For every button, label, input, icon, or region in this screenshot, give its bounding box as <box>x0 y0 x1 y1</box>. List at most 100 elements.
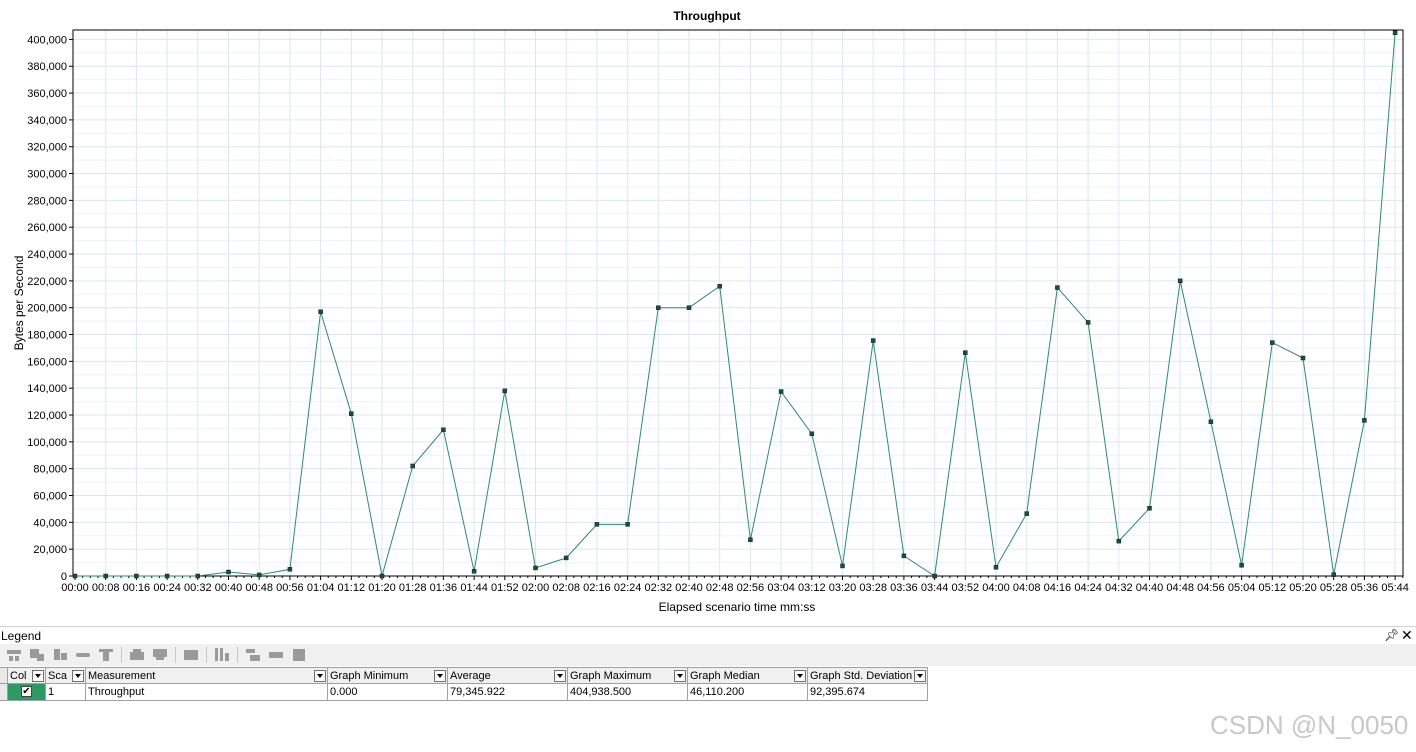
x-axis-label: Elapsed scenario time mm:ss <box>659 600 816 614</box>
x-tick-label: 04:00 <box>982 582 1010 594</box>
chevron-down-icon[interactable] <box>72 670 84 682</box>
x-tick-label: 00:48 <box>245 582 273 594</box>
y-tick-label: 280,000 <box>27 195 67 207</box>
pin-icon[interactable]: 📌︎ <box>1384 628 1400 642</box>
legend-title: Legend <box>1 629 42 643</box>
y-tick-label: 160,000 <box>27 356 67 368</box>
column-header-color[interactable]: Col <box>8 667 46 684</box>
throughput-chart: Throughput 0 20,000 40,000 60,000 80,000 100,… <box>12 9 1409 614</box>
chevron-down-icon[interactable] <box>914 670 926 682</box>
legend-toolbar <box>0 644 1416 666</box>
x-tick-label: 04:08 <box>1013 582 1041 594</box>
filter-icon[interactable] <box>98 647 115 662</box>
data-point <box>72 573 78 579</box>
column-header-scale[interactable]: Sca <box>46 667 86 684</box>
data-point <box>932 573 937 579</box>
expand-icon[interactable] <box>245 647 262 662</box>
x-tick-label: 00:56 <box>276 582 304 594</box>
visibility-checkbox[interactable]: ✔ <box>21 686 32 697</box>
column-header-graph-std-deviation[interactable]: Graph Std. Deviation <box>808 667 928 684</box>
chevron-down-icon[interactable] <box>554 670 566 682</box>
legend-titlebar: Legend 📌︎ ✕ <box>0 626 1416 644</box>
data-point <box>164 573 170 579</box>
column-header-measurement[interactable]: Measurement <box>86 667 328 684</box>
data-point <box>563 555 569 561</box>
data-point <box>717 283 722 289</box>
x-tick-label: 01:28 <box>399 582 427 594</box>
graph-maximum-cell: 404,938.500 <box>568 684 688 701</box>
chevron-down-icon[interactable] <box>794 670 806 682</box>
configure-icon[interactable] <box>183 647 200 662</box>
x-tick-label: 05:28 <box>1320 582 1348 594</box>
x-tick-label: 01:12 <box>338 582 366 594</box>
chevron-down-icon[interactable] <box>434 670 446 682</box>
x-tick-label: 05:36 <box>1351 582 1379 594</box>
measurement-cell: Throughput <box>86 684 328 701</box>
row-header-cell[interactable] <box>0 667 8 684</box>
series-throughput <box>72 30 1398 579</box>
x-tick-label: 02:32 <box>645 582 673 594</box>
x-tick-label: 02:56 <box>737 582 765 594</box>
columns-icon[interactable] <box>214 647 231 662</box>
show-only-selected-icon[interactable] <box>6 647 23 662</box>
x-tick-label: 03:12 <box>798 582 826 594</box>
x-tick-label: 03:28 <box>859 582 887 594</box>
x-tick-label: 00:40 <box>215 582 243 594</box>
x-tick-label: 04:48 <box>1166 582 1194 594</box>
data-point <box>1085 320 1091 325</box>
x-tick-label: 02:40 <box>675 582 703 594</box>
y-axis: 0 20,000 40,000 60,000 80,000 100,000 120,000 1… <box>27 34 73 583</box>
x-tick-label: 00:24 <box>153 582 181 594</box>
close-icon[interactable]: ✕ <box>1401 627 1413 643</box>
x-tick-label: 01:52 <box>491 582 519 594</box>
column-header-graph-minimum[interactable]: Graph Minimum <box>328 667 448 684</box>
y-tick-label: 340,000 <box>27 115 67 127</box>
y-tick-label: 200,000 <box>27 303 67 315</box>
chart-title: Throughput <box>673 9 740 23</box>
column-header-average[interactable]: Average <box>448 667 568 684</box>
column-header-graph-median[interactable]: Graph Median <box>688 667 808 684</box>
data-point <box>349 411 354 416</box>
data-point <box>809 431 815 437</box>
data-point <box>441 427 446 433</box>
y-tick-label: 220,000 <box>27 276 67 288</box>
series-color-swatch[interactable]: ✔ <box>8 684 46 701</box>
row-header-cell[interactable] <box>0 684 8 701</box>
data-point <box>1392 30 1398 35</box>
x-tick-label: 05:04 <box>1228 582 1256 594</box>
chevron-down-icon[interactable] <box>314 670 326 682</box>
show-all-icon[interactable] <box>29 647 46 662</box>
x-tick-label: 00:16 <box>123 582 151 594</box>
scale-cell: 1 <box>46 684 86 701</box>
x-tick-label: 01:36 <box>430 582 458 594</box>
data-point <box>1270 340 1275 345</box>
y-tick-label: 60,000 <box>33 491 67 503</box>
y-tick-label: 360,000 <box>27 88 67 100</box>
y-axis-label: Bytes per Second <box>12 256 26 351</box>
chevron-down-icon[interactable] <box>674 670 686 682</box>
graph-minimum-cell: 0.000 <box>328 684 448 701</box>
y-tick-label: 380,000 <box>27 61 67 73</box>
chevron-down-icon[interactable] <box>32 670 44 682</box>
y-tick-label: 400,000 <box>27 34 67 46</box>
average-cell: 79,345.922 <box>448 684 568 701</box>
collapse-icon[interactable] <box>268 647 285 662</box>
move-up-icon[interactable] <box>129 647 146 662</box>
data-point <box>625 522 630 527</box>
data-point <box>748 537 753 543</box>
data-point <box>195 573 201 579</box>
link-icon[interactable] <box>75 647 92 662</box>
x-tick-label: 01:20 <box>368 582 396 594</box>
column-header-graph-maximum[interactable]: Graph Maximum <box>568 667 688 684</box>
move-down-icon[interactable] <box>152 647 169 662</box>
series-line <box>75 32 1396 577</box>
data-point <box>963 350 968 355</box>
fit-icon[interactable] <box>291 647 308 662</box>
x-tick-label: 04:24 <box>1074 582 1102 594</box>
y-tick-label: 320,000 <box>27 142 67 154</box>
hide-icon[interactable] <box>52 647 69 662</box>
y-tick-label: 20,000 <box>33 544 67 556</box>
y-tick-label: 260,000 <box>27 222 67 234</box>
x-tick-label: 01:44 <box>460 582 488 594</box>
data-point <box>410 463 415 469</box>
